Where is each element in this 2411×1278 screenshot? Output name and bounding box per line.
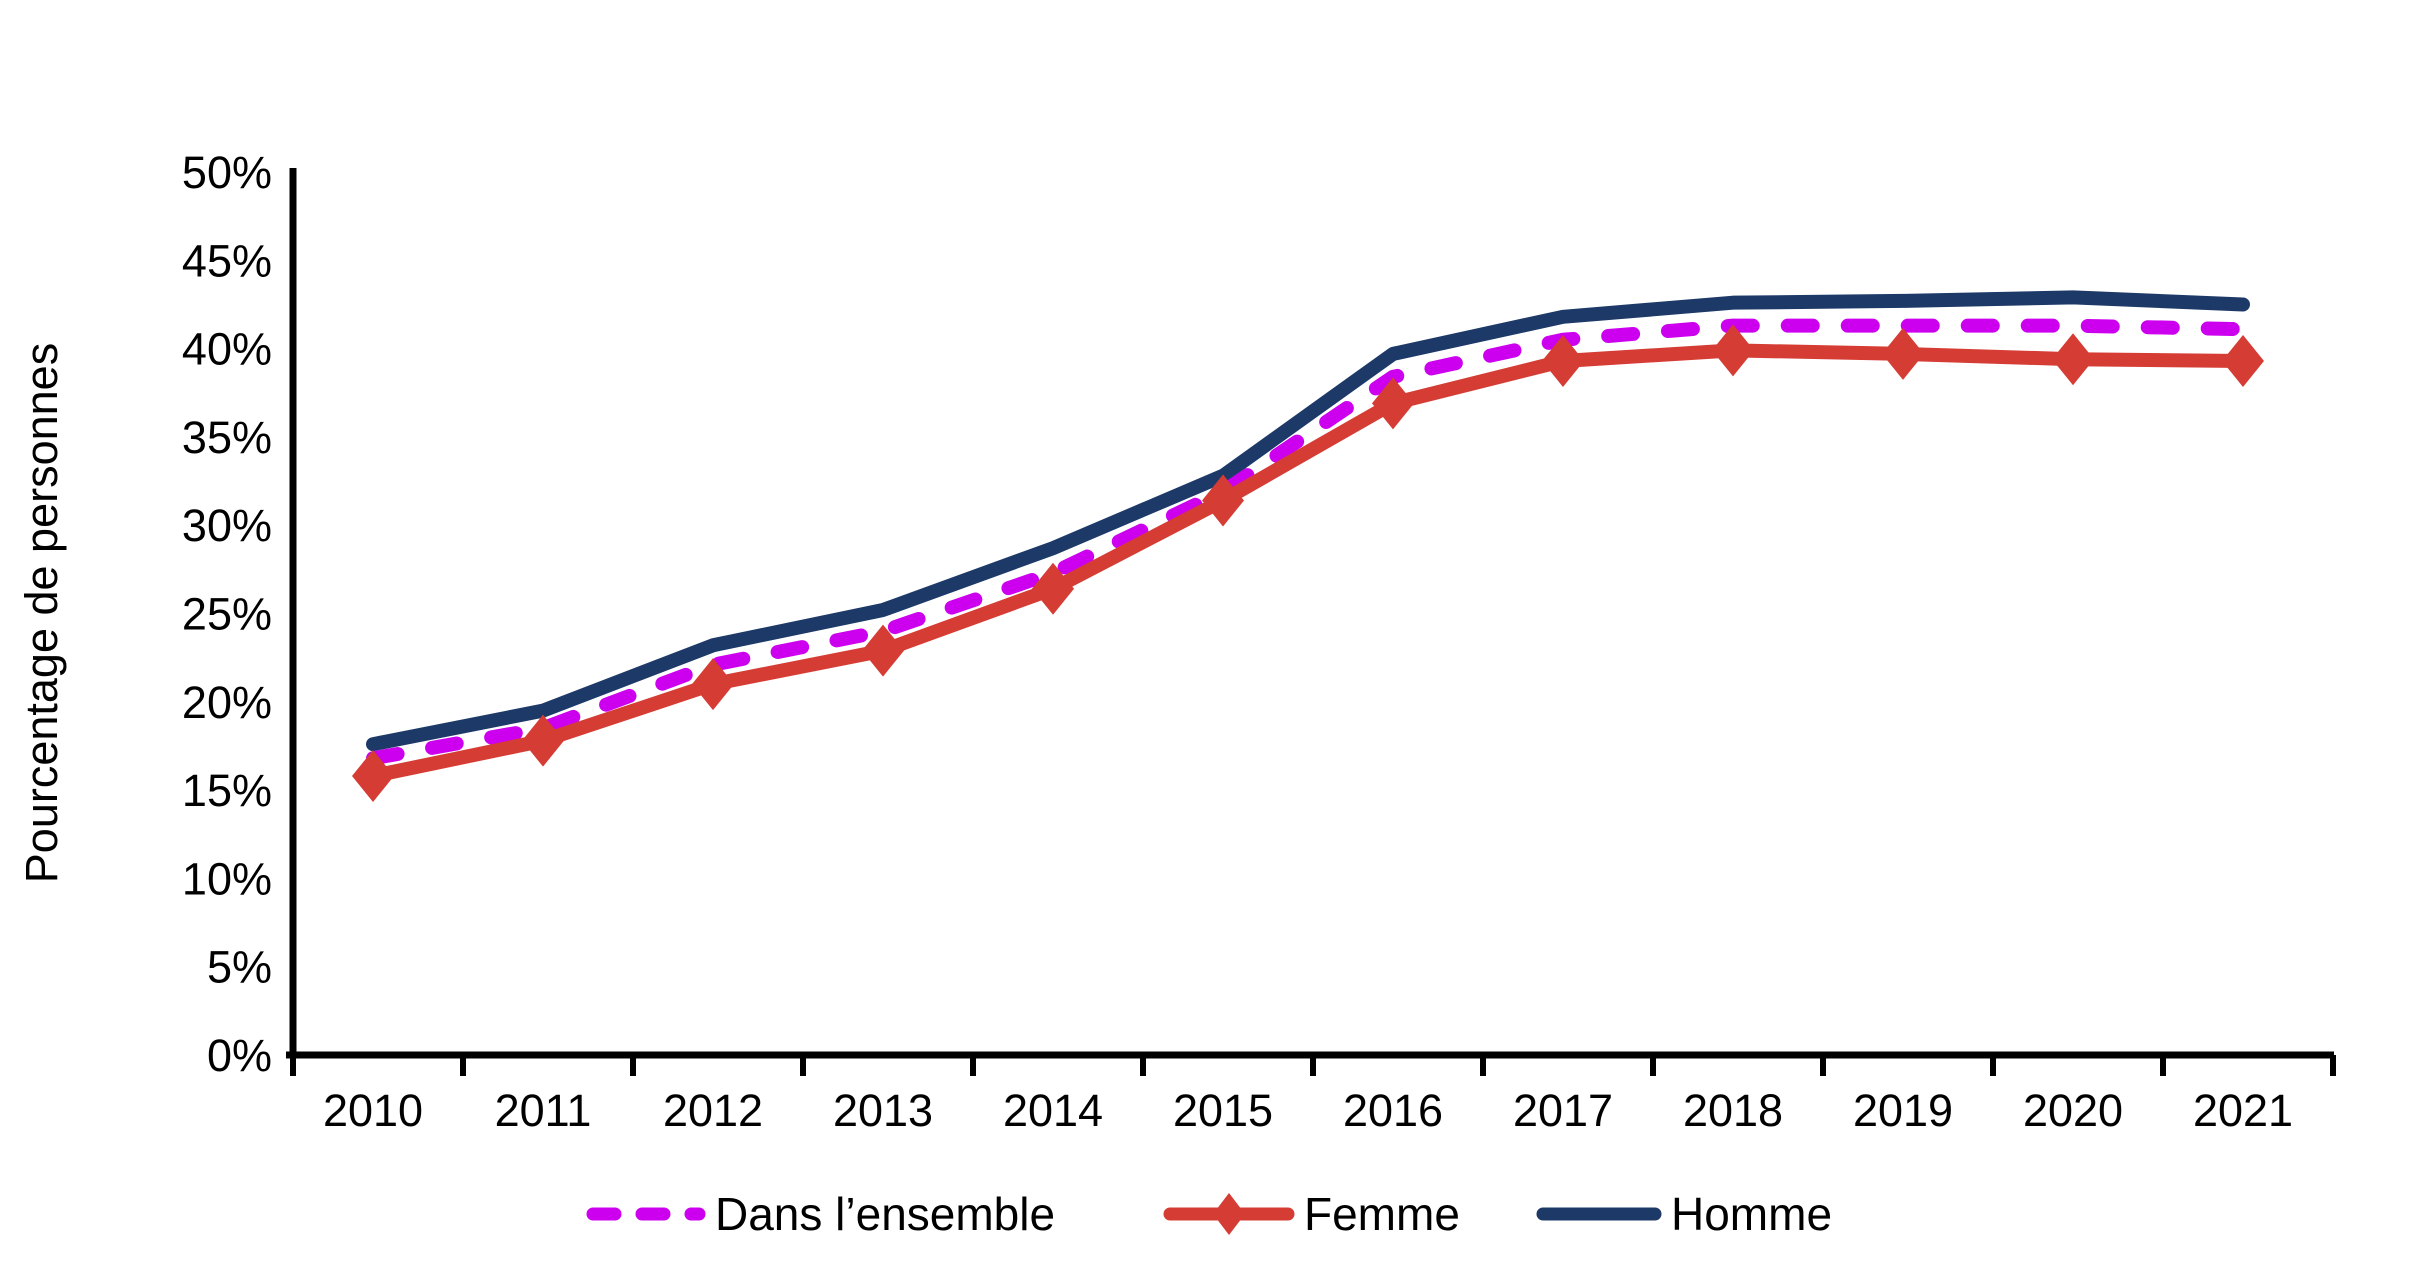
series-line-2 [366, 290, 2250, 752]
x-tick-label: 2018 [1683, 1085, 1783, 1136]
x-tick-label: 2017 [1513, 1085, 1613, 1136]
y-tick-label: 30% [182, 500, 272, 551]
x-tick-label: 2020 [2023, 1085, 2123, 1136]
legend-item-ensemble: Dans l’ensemble [586, 1186, 1055, 1242]
diamond-marker [2052, 333, 2094, 386]
legend-label-femme: Femme [1304, 1188, 1460, 1240]
diamond-marker [692, 658, 734, 711]
y-axis-title: Pourcentage de personnes [16, 343, 67, 883]
x-tick-label: 2015 [1173, 1085, 1273, 1136]
diamond-marker [1882, 327, 1924, 380]
dashed-line-swatch-icon [586, 1207, 706, 1221]
diamond-marker [2222, 334, 2264, 387]
legend-label-homme: Homme [1671, 1188, 1833, 1240]
legend-item-homme: Homme [1536, 1186, 1832, 1242]
diamond-marker [1542, 334, 1584, 387]
series-line-1 [366, 343, 2250, 783]
y-tick-label: 40% [182, 324, 272, 375]
y-tick-label: 15% [182, 765, 272, 816]
x-tick-label: 2010 [323, 1085, 423, 1136]
x-tick-label: 2014 [1003, 1085, 1103, 1136]
x-tick-label: 2021 [2193, 1085, 2293, 1136]
diamond-marker [862, 624, 904, 677]
x-tick-label: 2012 [663, 1085, 763, 1136]
y-tick-label: 5% [207, 942, 272, 993]
y-tick-label: 45% [182, 235, 272, 286]
y-tick-label: 35% [182, 412, 272, 463]
solid-line-swatch-icon [1536, 1207, 1662, 1221]
diamond-marker [1712, 324, 1754, 377]
diamond-marker [1202, 474, 1244, 527]
x-tick-label: 2019 [1853, 1085, 1953, 1136]
y-tick-label: 10% [182, 853, 272, 904]
x-tick-label: 2011 [495, 1085, 592, 1136]
y-tick-label: 20% [182, 677, 272, 728]
x-tick-label: 2013 [833, 1085, 933, 1136]
diamond-marker [1032, 562, 1074, 615]
legend-item-femme: Femme [1163, 1186, 1460, 1242]
diamond-marker [1372, 377, 1414, 430]
y-tick-label: 25% [182, 589, 272, 640]
x-tick-label: 2016 [1343, 1085, 1443, 1136]
y-tick-label: 50% [182, 147, 272, 198]
series-line-0 [366, 318, 2250, 766]
y-tick-label: 0% [207, 1030, 272, 1081]
diamond-line-swatch-icon [1163, 1193, 1295, 1235]
diamond-marker [522, 714, 564, 767]
diamond-marker [352, 749, 394, 802]
legend-label-ensemble: Dans l’ensemble [715, 1188, 1056, 1240]
